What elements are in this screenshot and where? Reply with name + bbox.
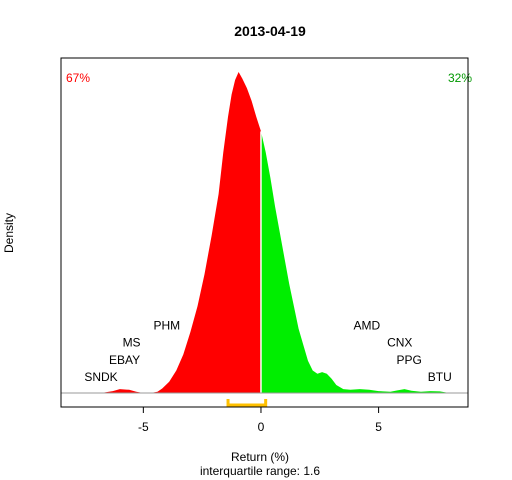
x-tick-label: -5	[138, 420, 149, 434]
ticker-label: BTU	[428, 370, 452, 384]
x-tick-label: 5	[375, 420, 382, 434]
positive-share-label: 32%	[448, 71, 472, 85]
y-axis-label: Density	[2, 213, 16, 253]
negative-density-area	[91, 72, 261, 393]
ticker-label: EBAY	[109, 353, 140, 367]
ticker-label: CNX	[387, 336, 412, 350]
positive-density-area	[261, 131, 450, 393]
ticker-label: PHM	[154, 318, 181, 332]
plot-area: -5 0 5 SNDK EBAY MS PHM AMD CNX PPG BTU	[60, 57, 469, 434]
negative-share-label: 67%	[66, 71, 90, 85]
ticker-label: PPG	[397, 353, 422, 367]
iqr-subtitle: interquartile range: 1.6	[200, 464, 320, 478]
ticker-label: MS	[123, 336, 141, 350]
ticker-label: AMD	[354, 318, 381, 332]
chart-title: 2013-04-19	[234, 23, 306, 39]
plot-frame	[60, 57, 469, 408]
iqr-bracket	[226, 399, 268, 407]
x-axis-label: Return (%)	[231, 450, 289, 464]
ticker-label: SNDK	[84, 370, 117, 384]
x-tick-label: 0	[258, 420, 265, 434]
